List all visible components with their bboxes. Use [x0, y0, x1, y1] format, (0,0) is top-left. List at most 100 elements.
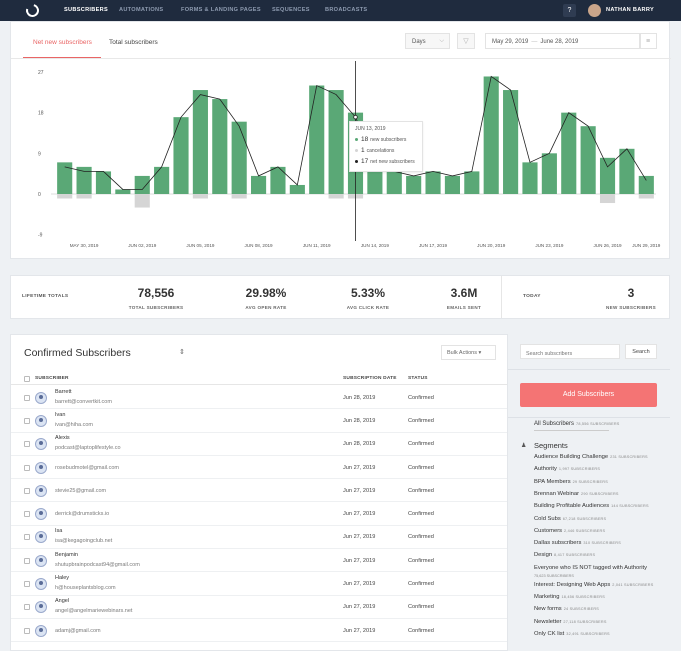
- row-checkbox[interactable]: [24, 441, 30, 448]
- subscriber-email[interactable]: adamj@gmail.com: [55, 627, 101, 634]
- subscriber-name[interactable]: Benjamin: [55, 551, 78, 558]
- segment-link[interactable]: Audience Building Challenge 231 SUBSCRIBE…: [534, 454, 648, 460]
- row-checkbox[interactable]: [24, 464, 30, 471]
- segment-link[interactable]: Customers 2,446 SUBSCRIBERS: [534, 527, 606, 534]
- row-checkbox[interactable]: [24, 417, 30, 424]
- bar-cancelations[interactable]: [231, 194, 247, 199]
- bar-new-subscribers[interactable]: [483, 76, 499, 194]
- table-row[interactable]: rosebudmotel@gmail.com Jun 27, 2019 Confir…: [11, 456, 507, 480]
- filter-button[interactable]: ▽: [457, 33, 475, 49]
- bar-new-subscribers[interactable]: [115, 189, 131, 194]
- select-all-checkbox[interactable]: [24, 376, 30, 382]
- table-row[interactable]: Alexis podcast@laptoplifestyle.co Jun 28, …: [11, 433, 507, 456]
- segment-link[interactable]: Authority 1,997 SUBSCRIBERS: [534, 466, 601, 473]
- bar-new-subscribers[interactable]: [522, 162, 538, 194]
- add-subscribers-button[interactable]: Add Subscribers: [520, 383, 657, 407]
- nav-forms[interactable]: FORMS & LANDING PAGES: [181, 7, 261, 13]
- bar-new-subscribers[interactable]: [503, 90, 519, 194]
- bar-new-subscribers[interactable]: [154, 166, 170, 194]
- bar-new-subscribers[interactable]: [76, 166, 92, 194]
- tab-net-new-subscribers[interactable]: Net new subscribers: [33, 39, 92, 46]
- segment-link[interactable]: New forms 24 SUBSCRIBERS: [534, 606, 599, 613]
- bar-new-subscribers[interactable]: [406, 175, 422, 194]
- segment-link[interactable]: Interest: Designing Web Apps 2,041 SUBSCR…: [534, 581, 654, 588]
- help-button[interactable]: ?: [563, 4, 576, 17]
- bar-cancelations[interactable]: [57, 194, 73, 199]
- subscriber-email[interactable]: shutupbrainpodcast94@gmail.com: [55, 561, 140, 568]
- row-checkbox[interactable]: [24, 581, 30, 588]
- row-checkbox[interactable]: [24, 627, 30, 634]
- date-range-input[interactable]: May 29, 2019— June 28, 2019: [485, 33, 641, 49]
- bar-new-subscribers[interactable]: [95, 171, 112, 194]
- bar-new-subscribers[interactable]: [599, 157, 616, 194]
- nav-subscribers[interactable]: SUBSCRIBERS: [64, 7, 109, 13]
- subscriber-email[interactable]: derrick@drumsticks.io: [55, 511, 110, 518]
- bar-new-subscribers[interactable]: [541, 153, 557, 194]
- subscriber-name[interactable]: Ivan: [55, 411, 66, 418]
- bar-new-subscribers[interactable]: [192, 90, 208, 194]
- row-checkbox[interactable]: [24, 557, 30, 564]
- bar-new-subscribers[interactable]: [619, 148, 635, 194]
- subscriber-email[interactable]: barrett@convertkit.com: [55, 398, 112, 405]
- bar-new-subscribers[interactable]: [134, 175, 150, 194]
- tab-total-subscribers[interactable]: Total subscribers: [109, 39, 158, 46]
- col-status[interactable]: STATUS: [408, 376, 428, 381]
- bar-cancelations[interactable]: [599, 194, 616, 204]
- subscriber-name[interactable]: Angel: [55, 598, 70, 605]
- row-checkbox[interactable]: [24, 394, 30, 401]
- segment-link[interactable]: Dallas subscribers 310 SUBSCRIBERS: [534, 540, 621, 547]
- list-title[interactable]: Confirmed Subscribers: [24, 347, 131, 359]
- segment-link[interactable]: Only CK list 32,491 SUBSCRIBERS: [534, 630, 610, 637]
- row-checkbox[interactable]: [24, 534, 30, 541]
- subscriber-name[interactable]: Isa: [55, 528, 63, 535]
- segment-link[interactable]: Cold Subs 67,218 SUBSCRIBERS: [534, 515, 607, 522]
- all-subscribers-link[interactable]: All Subscribers 78,556 SUBSCRIBERS: [534, 421, 620, 427]
- table-row[interactable]: derrick@drumsticks.io Jun 27, 2019 Confirm…: [11, 503, 507, 526]
- table-row[interactable]: Ivan ivan@hiha.com Jun 28, 2019 Confirmed: [11, 409, 507, 433]
- subscriber-name[interactable]: Haley: [55, 575, 70, 582]
- segment-link[interactable]: BPA Members 29 SUBSCRIBERS: [534, 478, 608, 485]
- nav-automations[interactable]: AUTOMATIONS: [119, 7, 164, 13]
- bar-new-subscribers[interactable]: [464, 171, 480, 194]
- bar-cancelations[interactable]: [328, 194, 344, 199]
- table-row[interactable]: Angel angel@angelmariewebinars.net Jun 27,…: [11, 596, 507, 619]
- subscriber-email[interactable]: ivan@hiha.com: [55, 421, 93, 428]
- user-avatar[interactable]: [588, 4, 601, 17]
- segment-link[interactable]: Newsletter 27,118 SUBSCRIBERS: [534, 618, 607, 625]
- segment-link[interactable]: Everyone who IS NOT tagged with Authorit…: [534, 564, 647, 571]
- bar-new-subscribers[interactable]: [231, 121, 247, 194]
- subscriber-name[interactable]: Alexis: [55, 435, 70, 442]
- sort-toggle-icon[interactable]: ⇕: [179, 349, 185, 356]
- subscriber-email[interactable]: h@houseplantsblog.com: [55, 585, 116, 592]
- subscriber-name[interactable]: Barrett: [55, 388, 72, 395]
- table-row[interactable]: adamj@gmail.com Jun 27, 2019 Confirmed: [11, 619, 507, 643]
- bar-new-subscribers[interactable]: [328, 90, 344, 194]
- bar-cancelations[interactable]: [192, 194, 208, 199]
- segment-link[interactable]: Brennan Webinar 290 SUBSCRIBERS: [534, 490, 619, 497]
- subscriber-email[interactable]: rosebudmotel@gmail.com: [55, 464, 119, 471]
- bar-new-subscribers[interactable]: [444, 175, 460, 194]
- chart-menu-button[interactable]: ≡: [639, 33, 657, 49]
- bar-new-subscribers[interactable]: [425, 171, 441, 194]
- table-row[interactable]: Benjamin shutupbrainpodcast94@gmail.com Ju…: [11, 549, 507, 573]
- table-row[interactable]: Barrett barrett@convertkit.com Jun 28, 201…: [11, 386, 507, 410]
- bar-new-subscribers[interactable]: [212, 99, 228, 194]
- segment-link[interactable]: Building Profitable Audiences 144 SUBSCRI…: [534, 503, 649, 510]
- logo-icon[interactable]: [23, 1, 42, 20]
- bar-new-subscribers[interactable]: [638, 175, 654, 194]
- bar-new-subscribers[interactable]: [289, 184, 305, 194]
- user-name[interactable]: NATHAN BARRY: [606, 7, 655, 13]
- nav-broadcasts[interactable]: BROADCASTS: [325, 7, 368, 13]
- col-subscription-date[interactable]: SUBSCRIPTION DATE: [343, 376, 397, 381]
- nav-sequences[interactable]: SEQUENCES: [272, 7, 310, 13]
- bulk-actions-dropdown[interactable]: Bulk Actions ▾: [441, 345, 496, 360]
- table-row[interactable]: Haley h@houseplantsblog.com Jun 27, 2019 Co…: [11, 572, 507, 596]
- period-select[interactable]: Days ⌵: [405, 33, 450, 49]
- table-row[interactable]: Isa isa@kegagoingclub.net Jun 27, 2019 Conf…: [11, 526, 507, 550]
- bar-cancelations[interactable]: [76, 194, 92, 199]
- bar-cancelations[interactable]: [638, 194, 654, 199]
- segment-link[interactable]: Design 8,417 SUBSCRIBERS: [534, 552, 596, 559]
- bar-cancelations[interactable]: [134, 194, 150, 208]
- row-checkbox[interactable]: [24, 604, 30, 611]
- bar-new-subscribers[interactable]: [580, 126, 596, 194]
